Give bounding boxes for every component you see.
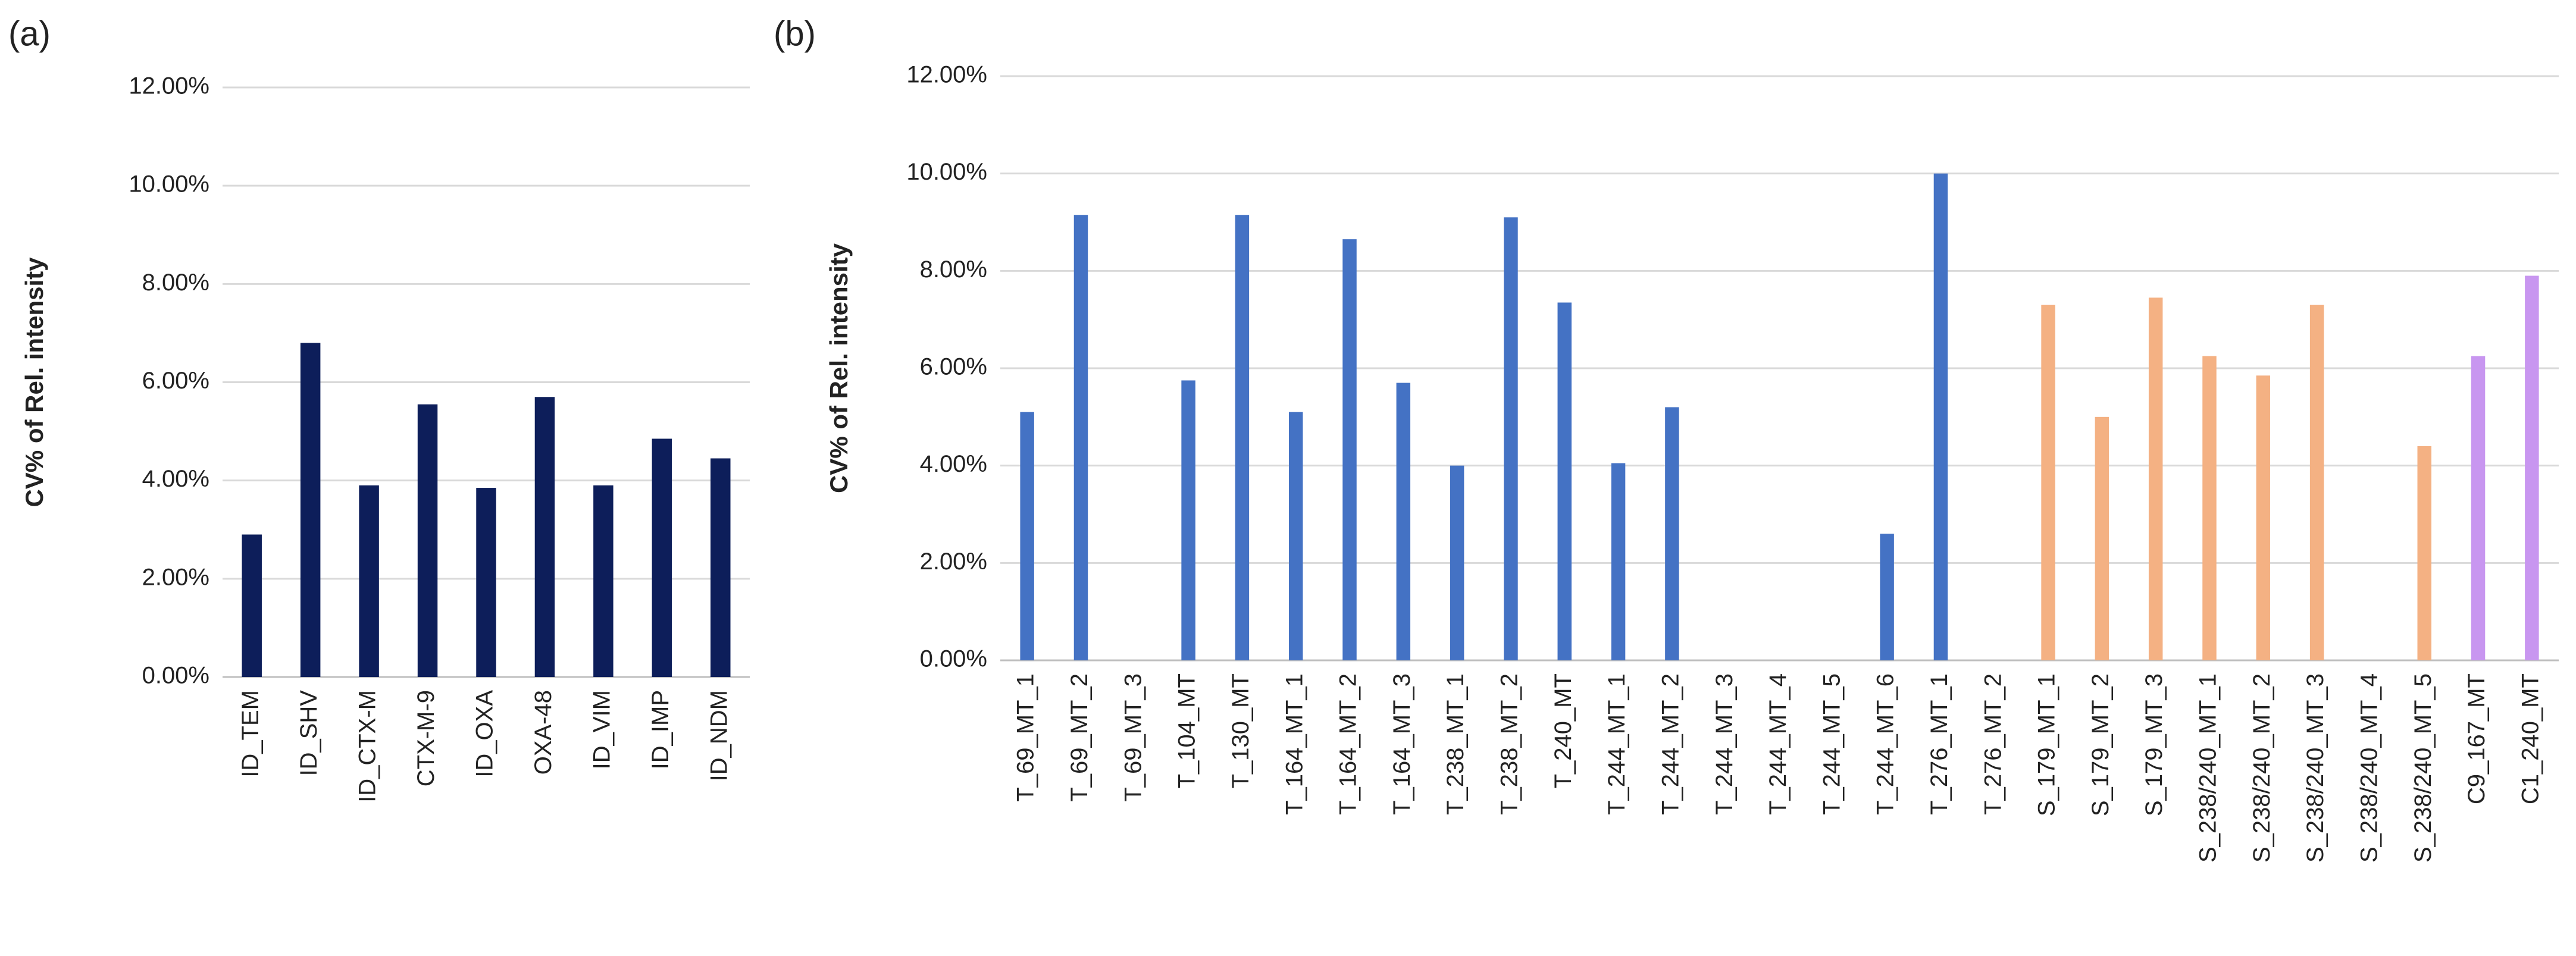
x-tick-label: C9_167_MT [2464, 673, 2490, 804]
bar [417, 404, 438, 677]
x-tick-label: T_238_MT_2 [1497, 673, 1523, 815]
bar [2309, 305, 2324, 660]
bar [710, 458, 731, 677]
bar [2041, 305, 2055, 660]
x-tick-label: S_179_MT_1 [2034, 673, 2060, 816]
bar [652, 438, 672, 677]
y-tick-label: 8.00% [920, 256, 987, 283]
x-tick-label: T_276_MT_1 [1926, 673, 1952, 815]
y-tick-label: 10.00% [906, 159, 987, 185]
y-tick-label: 4.00% [920, 451, 987, 477]
x-tick-label: ID_NDM [706, 690, 732, 781]
panel-label: (b) [774, 14, 816, 53]
bar [2148, 297, 2163, 660]
x-tick-label: S_179_MT_2 [2087, 673, 2114, 816]
x-tick-label: T_69_MT_1 [1013, 673, 1039, 802]
x-tick-label: T_104_MT [1174, 673, 1200, 788]
x-tick-label: ID_VIM [589, 690, 615, 769]
bar [1557, 302, 1572, 660]
y-axis-title: CV% of Rel. intensity [20, 257, 48, 507]
x-tick-label: T_69_MT_3 [1120, 673, 1146, 802]
x-tick-label: OXA-48 [530, 690, 556, 775]
x-tick-label: T_244_MT_5 [1818, 673, 1845, 815]
y-tick-label: 12.00% [129, 73, 209, 99]
bar [300, 343, 321, 677]
y-tick-label: 0.00% [142, 663, 209, 689]
bar [2202, 356, 2217, 660]
bar [1181, 380, 1195, 660]
bar [1288, 412, 1303, 660]
x-tick-label: ID_CTX-M [355, 690, 381, 803]
x-tick-label: S_238/240_MT_5 [2410, 673, 2436, 863]
x-tick-label: S_179_MT_3 [2141, 673, 2167, 816]
bar [534, 397, 555, 677]
y-tick-label: 10.00% [129, 171, 209, 198]
bar [2471, 356, 2486, 660]
x-tick-label: CTX-M-9 [413, 690, 439, 786]
x-tick-label: C1_240_MT [2517, 673, 2543, 804]
x-tick-label: ID_TEM [237, 690, 264, 778]
bar [476, 488, 496, 677]
y-tick-label: 6.00% [142, 368, 209, 394]
bar [1611, 463, 1626, 660]
y-tick-label: 0.00% [920, 646, 987, 672]
bar [1342, 239, 1357, 660]
bar [1073, 215, 1088, 661]
x-tick-label: T_244_MT_3 [1711, 673, 1738, 815]
x-tick-label: T_164_MT_1 [1281, 673, 1307, 815]
x-tick-label: T_244_MT_1 [1604, 673, 1630, 815]
bar [1504, 217, 1518, 661]
y-tick-label: 4.00% [142, 466, 209, 492]
x-tick-label: ID_IMP [647, 690, 674, 769]
y-tick-label: 6.00% [920, 354, 987, 380]
x-tick-label: S_238/240_MT_2 [2249, 673, 2275, 863]
bar [1450, 465, 1464, 660]
x-tick-label: T_164_MT_2 [1335, 673, 1361, 815]
bar [1665, 407, 1679, 660]
bar [2095, 416, 2109, 660]
bar [359, 485, 379, 677]
bar [2256, 375, 2271, 660]
y-tick-label: 8.00% [142, 269, 209, 296]
y-tick-label: 2.00% [142, 564, 209, 590]
x-tick-label: T_244_MT_2 [1657, 673, 1683, 815]
x-tick-label: S_238/240_MT_3 [2302, 673, 2328, 863]
bar [593, 485, 614, 677]
x-tick-label: T_69_MT_2 [1066, 673, 1093, 802]
bar [1235, 215, 1250, 661]
x-tick-label: S_238/240_MT_1 [2195, 673, 2221, 863]
bar [1880, 534, 1894, 660]
y-tick-label: 12.00% [906, 62, 987, 88]
y-axis-title: CV% of Rel. intensity [825, 243, 853, 493]
x-tick-label: T_244_MT_6 [1873, 673, 1899, 815]
y-tick-label: 2.00% [920, 548, 987, 575]
panel-label: (a) [8, 14, 51, 53]
x-tick-label: ID_SHV [296, 690, 322, 776]
bar [1396, 383, 1411, 660]
bar [1020, 412, 1034, 660]
x-tick-label: T_244_MT_4 [1765, 673, 1791, 815]
x-tick-label: T_276_MT_2 [1980, 673, 2006, 815]
x-tick-label: T_130_MT [1228, 673, 1254, 788]
bar [2417, 446, 2431, 660]
bar [1933, 173, 1948, 661]
bar [242, 534, 262, 677]
bar [2525, 275, 2539, 660]
x-tick-label: T_164_MT_3 [1389, 673, 1415, 815]
x-tick-label: T_240_MT [1550, 673, 1576, 788]
x-tick-label: S_238/240_MT_4 [2356, 673, 2382, 863]
x-tick-label: T_238_MT_1 [1442, 673, 1469, 815]
x-tick-label: ID_OXA [472, 690, 498, 778]
